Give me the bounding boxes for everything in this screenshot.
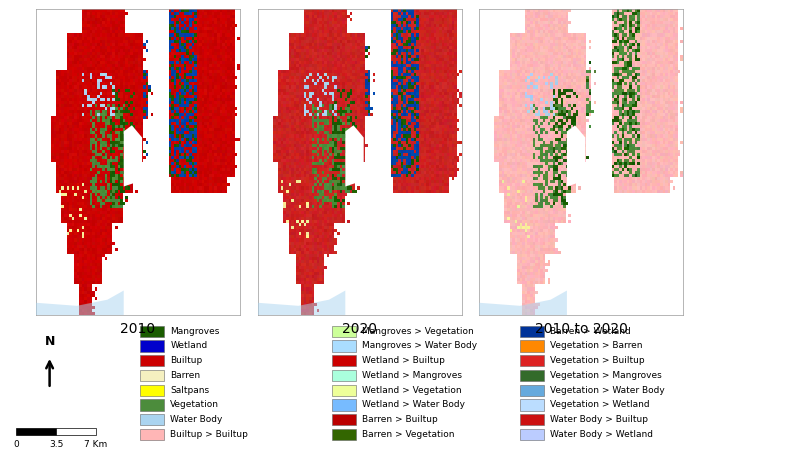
- Text: Wetland: Wetland: [170, 342, 208, 351]
- Bar: [332, 385, 356, 396]
- Text: Vegetation > Wetland: Vegetation > Wetland: [550, 400, 650, 410]
- Text: Mangroves: Mangroves: [170, 327, 220, 336]
- Text: Builtup: Builtup: [170, 356, 202, 365]
- Bar: [140, 341, 164, 351]
- Bar: [520, 429, 544, 440]
- Text: Water Body > Builtup: Water Body > Builtup: [550, 415, 649, 424]
- Text: N: N: [45, 335, 54, 348]
- Text: Builtup > Builtup: Builtup > Builtup: [170, 430, 248, 439]
- Bar: [520, 400, 544, 410]
- Bar: [520, 326, 544, 337]
- Text: Wetland > Water Body: Wetland > Water Body: [362, 400, 466, 410]
- Text: 2010: 2010: [121, 322, 155, 336]
- Bar: [520, 370, 544, 381]
- Text: 3.5: 3.5: [49, 441, 63, 450]
- Bar: [520, 355, 544, 366]
- Text: Barren > Wetland: Barren > Wetland: [550, 327, 631, 336]
- Bar: [520, 414, 544, 425]
- Bar: [140, 414, 164, 425]
- Text: Mangroves > Water Body: Mangroves > Water Body: [362, 342, 478, 351]
- Bar: [332, 370, 356, 381]
- Text: Vegetation > Barren: Vegetation > Barren: [550, 342, 643, 351]
- Text: 2010 to 2020: 2010 to 2020: [534, 322, 628, 336]
- Bar: [140, 326, 164, 337]
- Text: Wetland > Vegetation: Wetland > Vegetation: [362, 386, 462, 395]
- Bar: [332, 400, 356, 410]
- Text: Water Body > Wetland: Water Body > Wetland: [550, 430, 654, 439]
- Text: Wetland > Mangroves: Wetland > Mangroves: [362, 371, 462, 380]
- Bar: [56, 428, 96, 435]
- Bar: [16, 428, 56, 435]
- Bar: [140, 370, 164, 381]
- Bar: [332, 429, 356, 440]
- Text: Vegetation: Vegetation: [170, 400, 219, 410]
- Bar: [520, 385, 544, 396]
- Text: 0: 0: [13, 441, 19, 450]
- Polygon shape: [567, 125, 586, 186]
- Text: Vegetation > Water Body: Vegetation > Water Body: [550, 386, 665, 395]
- Bar: [332, 414, 356, 425]
- Polygon shape: [124, 125, 142, 186]
- Bar: [140, 385, 164, 396]
- Text: Barren > Builtup: Barren > Builtup: [362, 415, 438, 424]
- Text: Barren: Barren: [170, 371, 201, 380]
- Text: Mangroves > Vegetation: Mangroves > Vegetation: [362, 327, 474, 336]
- Bar: [332, 355, 356, 366]
- Bar: [332, 341, 356, 351]
- Text: 7 Km: 7 Km: [84, 441, 108, 450]
- Polygon shape: [258, 291, 346, 315]
- Text: Saltpans: Saltpans: [170, 386, 210, 395]
- Bar: [520, 341, 544, 351]
- Bar: [332, 326, 356, 337]
- Polygon shape: [346, 125, 364, 186]
- Polygon shape: [36, 291, 124, 315]
- Polygon shape: [479, 291, 567, 315]
- Bar: [140, 400, 164, 410]
- Text: Wetland > Builtup: Wetland > Builtup: [362, 356, 446, 365]
- Text: Barren > Vegetation: Barren > Vegetation: [362, 430, 455, 439]
- Text: Vegetation > Builtup: Vegetation > Builtup: [550, 356, 645, 365]
- Text: Water Body: Water Body: [170, 415, 222, 424]
- Text: 2020: 2020: [342, 322, 377, 336]
- Bar: [140, 429, 164, 440]
- Text: Vegetation > Mangroves: Vegetation > Mangroves: [550, 371, 662, 380]
- Bar: [140, 355, 164, 366]
